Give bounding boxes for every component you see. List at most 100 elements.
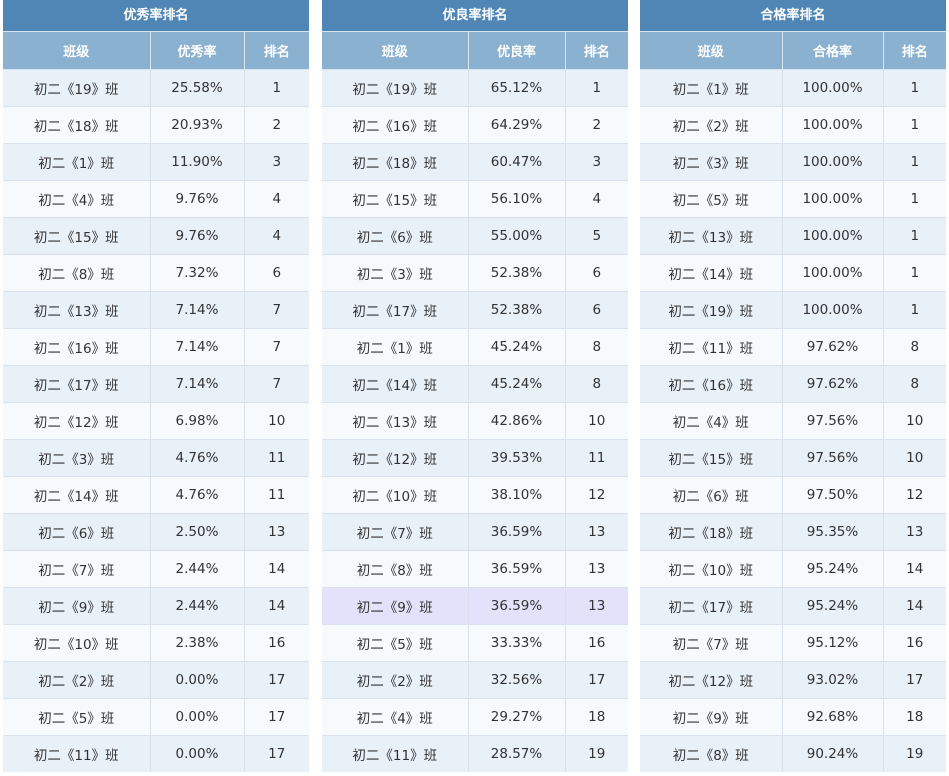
- table-row[interactable]: 初二《17》班 52.38% 6: [322, 291, 628, 329]
- table-row[interactable]: 初二《7》班 95.12% 16: [640, 624, 946, 662]
- class-name-cell: 初二《10》班: [322, 476, 469, 514]
- table-row[interactable]: 初二《9》班 2.44% 14: [3, 587, 309, 625]
- table-row[interactable]: 初二《3》班 52.38% 6: [322, 254, 628, 292]
- table-row[interactable]: 初二《11》班 28.57% 19: [322, 735, 628, 772]
- table-row[interactable]: 初二《3》班 4.76% 11: [3, 439, 309, 477]
- table-row[interactable]: 初二《8》班 7.32% 6: [3, 254, 309, 292]
- class-name-cell: 初二《1》班: [3, 143, 151, 181]
- column-header-rate[interactable]: 优秀率: [150, 31, 245, 70]
- column-header-rate[interactable]: 优良率: [468, 31, 566, 70]
- rank-cell: 1: [883, 180, 946, 218]
- table-row[interactable]: 初二《5》班 0.00% 17: [3, 698, 309, 736]
- class-name-cell: 初二《9》班: [322, 587, 469, 625]
- class-name-cell: 初二《5》班: [3, 698, 151, 736]
- table-row[interactable]: 初二《6》班 97.50% 12: [640, 476, 946, 514]
- table-row[interactable]: 初二《1》班 11.90% 3: [3, 143, 309, 181]
- table-row[interactable]: 初二《5》班 33.33% 16: [322, 624, 628, 662]
- table-row[interactable]: 初二《4》班 97.56% 10: [640, 402, 946, 440]
- table-row[interactable]: 初二《15》班 56.10% 4: [322, 180, 628, 218]
- table-row[interactable]: 初二《16》班 64.29% 2: [322, 106, 628, 144]
- column-header-class[interactable]: 班级: [322, 31, 469, 70]
- table-row[interactable]: 初二《2》班 100.00% 1: [640, 106, 946, 144]
- column-header-class[interactable]: 班级: [640, 31, 783, 70]
- table-row[interactable]: 初二《14》班 4.76% 11: [3, 476, 309, 514]
- column-header-rank[interactable]: 排名: [565, 31, 628, 70]
- column-header-rank[interactable]: 排名: [883, 31, 946, 70]
- table-row[interactable]: 初二《10》班 38.10% 12: [322, 476, 628, 514]
- table-row[interactable]: 初二《2》班 0.00% 17: [3, 661, 309, 699]
- column-header-rank[interactable]: 排名: [244, 31, 309, 70]
- table-row[interactable]: 初二《12》班 6.98% 10: [3, 402, 309, 440]
- table-row[interactable]: 初二《7》班 36.59% 13: [322, 513, 628, 551]
- class-name-cell: 初二《14》班: [3, 476, 151, 514]
- class-name-cell: 初二《19》班: [640, 291, 783, 329]
- rate-cell: 36.59%: [468, 587, 566, 625]
- table-row[interactable]: 初二《18》班 20.93% 2: [3, 106, 309, 144]
- table-row[interactable]: 初二《3》班 100.00% 1: [640, 143, 946, 181]
- rate-cell: 60.47%: [468, 143, 566, 181]
- table-row[interactable]: 初二《10》班 2.38% 16: [3, 624, 309, 662]
- table-row[interactable]: 初二《11》班 0.00% 17: [3, 735, 309, 772]
- rate-cell: 100.00%: [782, 143, 884, 181]
- table-row[interactable]: 初二《18》班 60.47% 3: [322, 143, 628, 181]
- rank-cell: 13: [244, 513, 309, 551]
- table-row[interactable]: 初二《7》班 2.44% 14: [3, 550, 309, 588]
- table-row[interactable]: 初二《9》班 92.68% 18: [640, 698, 946, 736]
- rank-cell: 18: [565, 698, 628, 736]
- rank-cell: 17: [244, 735, 309, 772]
- table-row[interactable]: 初二《10》班 95.24% 14: [640, 550, 946, 588]
- column-header-rate[interactable]: 合格率: [782, 31, 884, 70]
- table-row[interactable]: 初二《4》班 29.27% 18: [322, 698, 628, 736]
- table-row[interactable]: 初二《17》班 7.14% 7: [3, 365, 309, 403]
- table-row[interactable]: 初二《14》班 45.24% 8: [322, 365, 628, 403]
- rank-cell: 1: [883, 217, 946, 255]
- table-row[interactable]: 初二《6》班 2.50% 13: [3, 513, 309, 551]
- table-row[interactable]: 初二《2》班 32.56% 17: [322, 661, 628, 699]
- table-row[interactable]: 初二《19》班 25.58% 1: [3, 69, 309, 107]
- table-row[interactable]: 初二《9》班 36.59% 13: [322, 587, 628, 625]
- table-row[interactable]: 初二《13》班 100.00% 1: [640, 217, 946, 255]
- table-row[interactable]: 初二《16》班 7.14% 7: [3, 328, 309, 366]
- rate-cell: 93.02%: [782, 661, 884, 699]
- table-row[interactable]: 初二《13》班 7.14% 7: [3, 291, 309, 329]
- rate-cell: 100.00%: [782, 69, 884, 107]
- table-row[interactable]: 初二《1》班 100.00% 1: [640, 69, 946, 107]
- table-row[interactable]: 初二《18》班 95.35% 13: [640, 513, 946, 551]
- rate-cell: 95.35%: [782, 513, 884, 551]
- rank-cell: 17: [565, 661, 628, 699]
- table-row[interactable]: 初二《11》班 97.62% 8: [640, 328, 946, 366]
- table-row[interactable]: 初二《6》班 55.00% 5: [322, 217, 628, 255]
- class-name-cell: 初二《6》班: [322, 217, 469, 255]
- table-row[interactable]: 初二《1》班 45.24% 8: [322, 328, 628, 366]
- column-header-class[interactable]: 班级: [3, 31, 151, 70]
- table-row[interactable]: 初二《15》班 9.76% 4: [3, 217, 309, 255]
- rank-cell: 1: [883, 69, 946, 107]
- rate-cell: 4.76%: [150, 476, 245, 514]
- class-name-cell: 初二《19》班: [322, 69, 469, 107]
- rate-cell: 95.24%: [782, 550, 884, 588]
- table-row[interactable]: 初二《17》班 95.24% 14: [640, 587, 946, 625]
- rate-cell: 28.57%: [468, 735, 566, 772]
- table-row[interactable]: 初二《16》班 97.62% 8: [640, 365, 946, 403]
- rate-cell: 7.14%: [150, 365, 245, 403]
- rank-cell: 16: [883, 624, 946, 662]
- rate-cell: 95.12%: [782, 624, 884, 662]
- table-row[interactable]: 初二《8》班 90.24% 19: [640, 735, 946, 772]
- table-row[interactable]: 初二《14》班 100.00% 1: [640, 254, 946, 292]
- rank-cell: 11: [565, 439, 628, 477]
- table-row[interactable]: 初二《15》班 97.56% 10: [640, 439, 946, 477]
- class-name-cell: 初二《5》班: [322, 624, 469, 662]
- table-row[interactable]: 初二《5》班 100.00% 1: [640, 180, 946, 218]
- table-row[interactable]: 初二《12》班 93.02% 17: [640, 661, 946, 699]
- class-name-cell: 初二《4》班: [3, 180, 151, 218]
- table-row[interactable]: 初二《12》班 39.53% 11: [322, 439, 628, 477]
- rate-cell: 52.38%: [468, 254, 566, 292]
- class-name-cell: 初二《3》班: [640, 143, 783, 181]
- table-row[interactable]: 初二《19》班 65.12% 1: [322, 69, 628, 107]
- rank-cell: 13: [565, 550, 628, 588]
- table-row[interactable]: 初二《19》班 100.00% 1: [640, 291, 946, 329]
- table-row[interactable]: 初二《4》班 9.76% 4: [3, 180, 309, 218]
- table-row[interactable]: 初二《8》班 36.59% 13: [322, 550, 628, 588]
- rate-cell: 36.59%: [468, 513, 566, 551]
- table-row[interactable]: 初二《13》班 42.86% 10: [322, 402, 628, 440]
